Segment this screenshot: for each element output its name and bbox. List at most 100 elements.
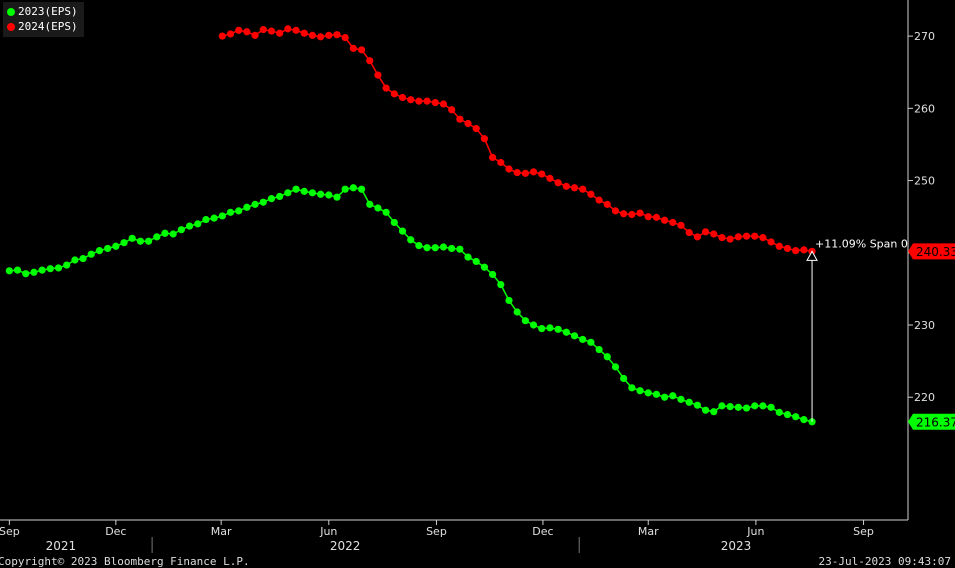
series-0-point-87 — [718, 402, 726, 410]
series-0-point-72 — [595, 345, 603, 354]
series-1-point-14 — [333, 31, 341, 39]
series-0-point-92 — [759, 402, 767, 410]
series-0-point-27 — [226, 208, 235, 216]
series-1-point-31 — [472, 124, 480, 133]
series-0-point-80 — [661, 393, 669, 401]
series-0-point-95 — [783, 410, 792, 419]
series-1-point-6 — [267, 27, 276, 35]
series-0-point-62 — [513, 308, 521, 316]
series-0-point-19 — [161, 229, 169, 237]
series-0-point-63 — [521, 317, 529, 325]
series-0-point-89 — [734, 403, 742, 411]
series-0-point-86 — [710, 408, 718, 416]
series-0-point-52 — [431, 244, 439, 252]
series-0-point-38 — [317, 190, 325, 198]
series-0-point-57 — [472, 257, 480, 266]
series-0-point-77 — [636, 387, 644, 395]
series-0-point-46 — [382, 208, 390, 216]
series-1-point-30 — [464, 119, 472, 128]
series-0-point-82 — [677, 395, 685, 403]
span-annotation-label: +11.09% Span 0 — [815, 237, 908, 250]
series-1-point-36 — [513, 169, 521, 177]
series-1-point-20 — [382, 84, 390, 92]
series-0-point-17 — [145, 237, 153, 245]
series-0-point-41 — [341, 185, 349, 193]
series-1-point-1 — [226, 30, 235, 38]
last-value-badge-1 — [908, 243, 955, 260]
series-0-point-30 — [251, 200, 259, 208]
series-0-point-64 — [529, 321, 538, 329]
series-1-point-38 — [529, 168, 538, 176]
series-0-point-96 — [792, 413, 800, 421]
series-0-point-9 — [79, 254, 87, 263]
span-arrow-icon — [806, 250, 818, 261]
series-1-point-28 — [448, 106, 456, 114]
series-0-point-11 — [95, 247, 104, 255]
legend: 2023(EPS) 2024(EPS) — [3, 2, 84, 37]
series-0-point-78 — [644, 389, 652, 397]
series-1-point-16 — [349, 44, 357, 52]
year-label-2021: 2021 — [46, 539, 77, 553]
series-0-point-18 — [153, 233, 161, 241]
series-1-point-46 — [595, 196, 603, 204]
last-value-label-0: 216.37 — [916, 415, 955, 429]
series-0-point-26 — [218, 212, 226, 220]
series-0-point-39 — [325, 191, 333, 199]
y-tick-label-230: 230 — [914, 319, 935, 332]
series-0-point-59 — [489, 270, 497, 279]
series-1-point-50 — [628, 210, 636, 219]
series-1-point-56 — [677, 221, 685, 229]
series-0-point-47 — [390, 218, 398, 227]
series-0-point-61 — [505, 296, 513, 305]
series-1-point-54 — [661, 216, 669, 224]
series-0-point-43 — [357, 185, 366, 193]
series-0-point-21 — [177, 226, 185, 234]
series-0-point-40 — [333, 193, 341, 201]
series-0-point-32 — [267, 195, 276, 203]
series-0-point-4 — [38, 266, 46, 274]
series-1-point-41 — [554, 179, 562, 187]
series-1-point-47 — [603, 200, 611, 208]
legend-item-2024: 2024(EPS) — [7, 19, 78, 34]
series-1-point-66 — [759, 234, 767, 242]
series-1-point-53 — [652, 213, 661, 221]
series-1-point-62 — [726, 235, 734, 243]
series-0-point-65 — [538, 325, 546, 333]
legend-label-2024: 2024(EPS) — [18, 20, 78, 33]
y-tick-label-260: 260 — [914, 102, 935, 115]
series-0-point-56 — [464, 253, 472, 261]
series-0-point-66 — [546, 324, 554, 332]
series-0-point-68 — [562, 328, 570, 336]
series-0-point-48 — [398, 227, 407, 235]
series-1-point-65 — [751, 232, 759, 240]
series-0-point-85 — [701, 406, 710, 414]
timestamp-text: 23-Jul-2023 09:43:07 — [818, 555, 951, 568]
series-0-point-1 — [13, 266, 22, 274]
series-1-point-70 — [792, 247, 800, 255]
series-1-point-4 — [251, 31, 259, 39]
x-tick-label-0: Sep — [0, 525, 20, 538]
series-1-point-3 — [243, 28, 251, 36]
series-0-point-91 — [751, 402, 759, 410]
series-1-point-24 — [415, 97, 423, 105]
series-1-point-27 — [439, 100, 448, 108]
series-1-point-0 — [218, 32, 226, 40]
series-0-point-25 — [210, 214, 218, 222]
series-0-point-53 — [439, 243, 448, 251]
x-tick-label-4: Sep — [426, 525, 447, 538]
copyright-text: Copyright© 2023 Bloomberg Finance L.P. — [0, 555, 250, 568]
series-0-point-60 — [497, 280, 505, 289]
x-tick-label-3: Jun — [319, 525, 337, 538]
series-0-point-75 — [620, 374, 628, 383]
series-0-point-58 — [480, 263, 489, 271]
series-0-point-2 — [22, 270, 30, 278]
series-1-point-52 — [644, 213, 652, 221]
series-1-point-48 — [611, 207, 620, 215]
series-1-point-7 — [276, 29, 284, 37]
series-1-point-61 — [718, 234, 726, 242]
last-value-badge-0 — [908, 413, 955, 430]
series-0-point-79 — [652, 390, 661, 398]
series-0-point-73 — [603, 353, 611, 361]
series-1-point-40 — [546, 174, 554, 182]
year-label-2023: 2023 — [721, 539, 752, 553]
